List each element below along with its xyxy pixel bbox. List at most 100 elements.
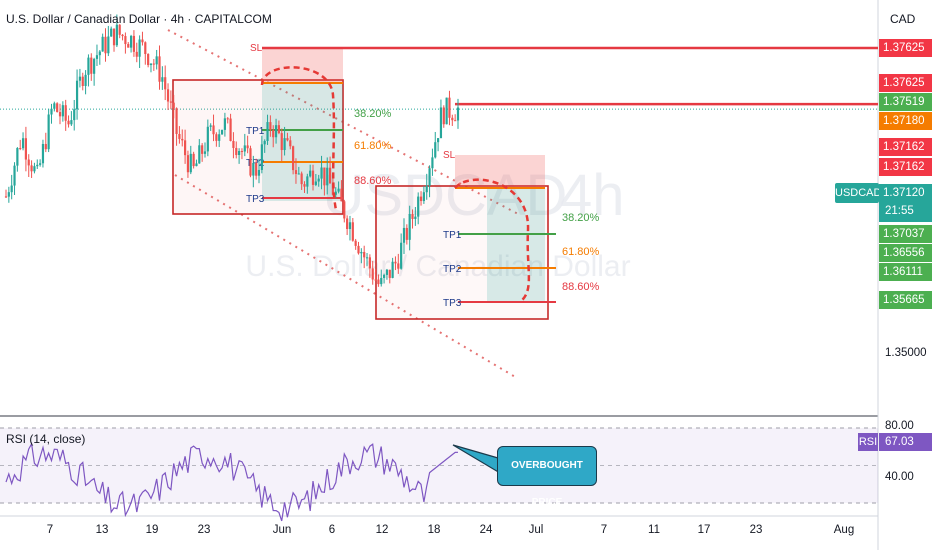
candle-body [388, 269, 391, 278]
candle-body [357, 245, 360, 254]
candle-body [118, 24, 121, 35]
candle-body [78, 76, 82, 81]
candle-body [135, 51, 138, 57]
candle-body [67, 120, 70, 125]
setup-1-sl-label: SL [250, 43, 263, 54]
candle-body [98, 51, 101, 56]
candle-body [206, 126, 209, 152]
candle-body [229, 118, 232, 141]
rsi-line [5, 442, 459, 522]
candle-body [93, 58, 96, 74]
candle-body [209, 125, 212, 127]
candle-body [328, 167, 332, 184]
axis-label-135: 1.35000 [885, 347, 927, 359]
projection-arc-1 [260, 66, 338, 211]
rsi-value: 67.03 [879, 433, 932, 451]
time-tick-label: 19 [145, 524, 159, 536]
candle-body [181, 138, 184, 141]
price-tag: 1.35665 [879, 291, 932, 309]
candle-body [61, 105, 64, 117]
setup-2-box [375, 185, 549, 320]
candle-body [363, 251, 366, 258]
candle-body [178, 133, 181, 139]
candle-body [377, 279, 380, 285]
candle-body [408, 214, 411, 240]
setup-1-tp1-label: TP1 [246, 126, 265, 137]
candle-body [292, 146, 295, 171]
candle-body [354, 240, 357, 246]
candle-body [266, 122, 269, 141]
candle-body [249, 148, 252, 176]
candle-body [13, 165, 16, 186]
candle-body [454, 120, 457, 122]
candle-body [414, 216, 417, 219]
candle-body [235, 147, 238, 156]
candle-body [311, 170, 315, 185]
setup-1-fib-1: 38.20% [354, 108, 392, 120]
candle-body [223, 118, 226, 130]
setup-1-sl-zone [262, 47, 343, 83]
rsi-badge: RSI [858, 433, 878, 451]
candle-body [405, 227, 408, 240]
candle-body [240, 151, 244, 153]
candle-body [87, 57, 90, 75]
candle-body [232, 140, 235, 148]
setup-2-fib-3: 88.60% [562, 281, 600, 293]
candle-body [428, 168, 431, 186]
candle-body [337, 188, 340, 192]
setup-1-fib-2: 61.80% [354, 140, 392, 152]
price-tag: 1.37625 [879, 39, 932, 57]
candle-body [10, 185, 13, 193]
candle-body [314, 181, 317, 185]
candle-body [286, 138, 289, 141]
candle-body [198, 145, 201, 164]
candle-body [36, 164, 39, 167]
price-tag: 1.37180 [879, 112, 932, 130]
candle-body [402, 227, 406, 243]
candle-body [326, 167, 329, 186]
time-tick-label: 12 [375, 524, 389, 536]
time-tick-label: 7 [46, 524, 54, 536]
candle-body [243, 145, 246, 152]
setup-2-tp1-label: TP1 [443, 230, 462, 241]
candle-body [394, 261, 397, 264]
time-tick-label: 23 [749, 524, 763, 536]
candle-body [434, 142, 437, 158]
candle-body [340, 188, 343, 202]
candle-body [437, 138, 440, 143]
candle-body [382, 274, 386, 278]
candle-body [431, 157, 434, 169]
candle-body [203, 151, 207, 154]
candle-body [220, 129, 224, 135]
time-tick-label: Aug [833, 524, 855, 536]
candle-body [283, 138, 286, 151]
candle-body [255, 163, 258, 176]
candle-body [317, 178, 320, 182]
time-tick-label: 11 [648, 524, 660, 536]
candle-body [44, 143, 47, 150]
candle-body [186, 155, 190, 173]
candle-body [201, 145, 204, 154]
setup-2-sl-zone [455, 155, 545, 188]
candle-body [331, 183, 335, 195]
candle-body [4, 196, 8, 198]
bar-countdown: 21:55 [879, 202, 932, 222]
candle-body [360, 251, 363, 254]
time-tick-label: 7 [600, 524, 608, 536]
setup-1-tp3-label: TP3 [246, 194, 265, 205]
candle-body [442, 107, 445, 125]
candle-body [21, 138, 25, 149]
candle-body [172, 102, 175, 109]
candle-body [195, 163, 198, 167]
candle-body [30, 165, 33, 172]
candle-body [183, 140, 187, 156]
candle-body [323, 167, 326, 186]
candle-body [397, 263, 400, 269]
watermark-name: U.S. Dollar / Canadian Dollar [245, 250, 630, 283]
watermark-timeframe: 4h [560, 163, 625, 228]
projection-arc-2 [454, 178, 531, 303]
candle-body [90, 57, 93, 74]
candle-body [411, 214, 414, 219]
